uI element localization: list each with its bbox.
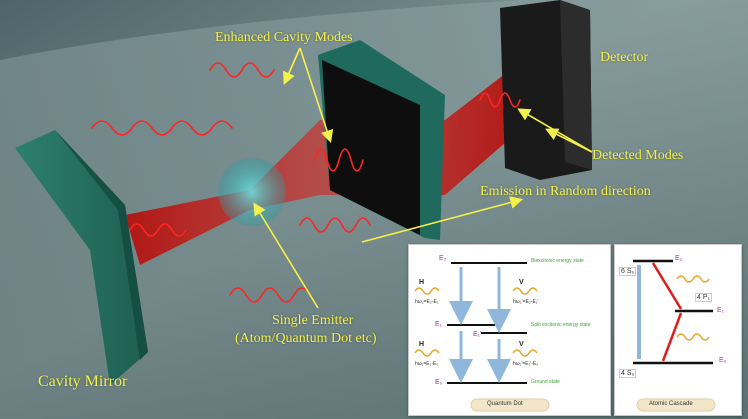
ac-e0: E₀ — [719, 357, 727, 364]
qd-v-bottom-eq: hω₁'=E₁'-E₀ — [513, 361, 539, 367]
qd-e0: E₀ — [435, 379, 443, 386]
qd-h-top: H — [419, 279, 425, 286]
laser-beam — [125, 70, 520, 265]
wave-packet-top — [209, 62, 275, 78]
qd-split-excitonic: Split excitonic energy state — [531, 322, 591, 328]
single-emitter-sphere — [218, 158, 286, 226]
wave-packet-cavity — [314, 148, 364, 172]
qd-v-top-eq: hω₂'=E₂-E₁' — [513, 299, 539, 305]
arrow-emission — [361, 196, 524, 243]
arrow-detected-modes-b — [545, 128, 593, 153]
wave-packets — [91, 62, 521, 303]
ac-e2: E₂ — [675, 255, 683, 262]
label-single-emitter-sub: (Atom/Quantum Dot etc) — [235, 331, 377, 346]
label-enhanced-cavity-modes: Enhanced Cavity Modes — [215, 30, 353, 45]
qd-h-bottom: H — [419, 341, 425, 348]
left-cavity-mirror — [15, 130, 148, 385]
quantum-dot-panel: E₂ E₁ E₁' E₀ Biexcitonic energy state Sp… — [408, 244, 611, 416]
atomic-cascade-panel: E₂ E₁ E₀ 6 S₀ 4 P₁ 4 S₀ Atomic Cascade — [614, 244, 742, 416]
qd-v-bottom: V — [519, 341, 524, 348]
qd-biexcitonic: Biexcitonic energy state — [531, 258, 584, 264]
wave-packet-beam-left — [129, 223, 187, 237]
qd-h-bottom-eq: hω₁=E₁-E₀ — [415, 361, 439, 367]
qd-ground: Ground state — [531, 379, 560, 385]
wave-packet-detector — [479, 92, 521, 108]
wave-packet-emission — [299, 217, 371, 233]
label-single-emitter: Single Emitter — [272, 313, 354, 328]
label-detector: Detector — [600, 50, 649, 65]
wave-packet-left-top — [91, 120, 233, 136]
arrow-single-emitter — [253, 202, 319, 309]
ac-e1: E₁ — [717, 307, 725, 314]
qd-title: Quantum Dot — [487, 401, 523, 407]
atomic-cascade-levels — [633, 259, 716, 412]
wave-packet-bottom — [229, 287, 311, 303]
qd-e1: E₁ — [435, 321, 443, 328]
label-emission-random: Emission in Random direction — [480, 184, 651, 199]
qd-v-top: V — [519, 279, 524, 286]
ac-state-top: 6 S₀ — [619, 267, 637, 276]
ac-state-bottom: 4 S₀ — [619, 369, 637, 378]
label-detected-modes: Detected Modes — [592, 148, 684, 163]
label-cavity-mirror: Cavity Mirror — [38, 373, 128, 390]
qd-h-top-eq: hω₂=E₂-E₁ — [415, 299, 439, 305]
arrow-enhanced-modes-b — [299, 47, 334, 144]
qd-e2: E₂ — [439, 255, 447, 262]
ac-state-mid: 4 P₁ — [695, 293, 712, 302]
arrow-enhanced-modes-a — [283, 47, 301, 85]
quantum-dot-levels — [414, 262, 550, 412]
qd-e1-prime: E₁' — [473, 331, 482, 338]
ac-title: Atomic Cascade — [649, 401, 693, 407]
